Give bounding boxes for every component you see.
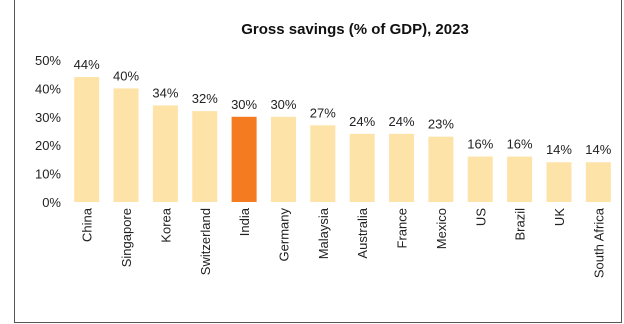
bar — [428, 136, 454, 202]
category-label: Malaysia — [316, 207, 331, 259]
data-label: 44% — [74, 57, 100, 72]
category-labels: China Singapore Korea Switzerland India Germa… — [80, 207, 607, 278]
data-label: 34% — [152, 85, 178, 100]
bar — [152, 105, 178, 202]
y-tick-label: 40% — [35, 81, 61, 96]
bar — [389, 133, 415, 202]
category-label: US — [473, 208, 488, 226]
bar — [467, 156, 493, 202]
data-label: 30% — [270, 97, 296, 112]
y-tick-label: 20% — [35, 138, 61, 153]
category-label: Mexico — [434, 208, 449, 249]
category-label: China — [80, 207, 95, 242]
data-label: 40% — [113, 68, 139, 83]
data-label: 14% — [546, 142, 572, 157]
y-tick-label: 50% — [35, 53, 61, 68]
category-label: Brazil — [513, 208, 528, 241]
data-labels: 44% 40% 34% 32% 30% 30% 27% 24% 24% 23% 16% 16% 14% 1… — [74, 57, 612, 157]
bar — [113, 88, 139, 202]
category-label: UK — [552, 208, 567, 226]
data-label: 23% — [428, 117, 454, 132]
bar — [310, 125, 336, 202]
data-label: 32% — [192, 91, 218, 106]
category-label: Korea — [158, 207, 173, 242]
data-label: 30% — [231, 97, 257, 112]
bar — [231, 116, 257, 202]
data-label: 27% — [310, 105, 336, 120]
category-label: Germany — [276, 208, 291, 262]
bars — [74, 77, 611, 202]
data-label: 16% — [467, 137, 493, 152]
data-label: 24% — [349, 114, 375, 129]
bar — [349, 133, 375, 202]
y-tick-label: 30% — [35, 110, 61, 125]
y-tick-label: 10% — [35, 167, 61, 182]
category-label: South Africa — [591, 207, 606, 278]
category-label: Singapore — [119, 208, 134, 267]
bar — [270, 116, 296, 202]
category-label: France — [395, 208, 410, 248]
y-tick-label: 0% — [42, 195, 61, 210]
chart-title: Gross savings (% of GDP), 2023 — [241, 21, 469, 38]
data-label: 24% — [389, 114, 415, 129]
category-label: India — [237, 207, 252, 236]
bar — [546, 162, 572, 202]
category-label: Switzerland — [198, 208, 213, 275]
bar — [585, 162, 611, 202]
bar — [192, 111, 218, 202]
data-label: 14% — [585, 142, 611, 157]
bar — [74, 77, 100, 202]
category-label: Australia — [355, 207, 370, 258]
y-axis: 0% 10% 20% 30% 40% 50% — [35, 53, 61, 210]
data-label: 16% — [507, 137, 533, 152]
bar — [507, 156, 533, 202]
